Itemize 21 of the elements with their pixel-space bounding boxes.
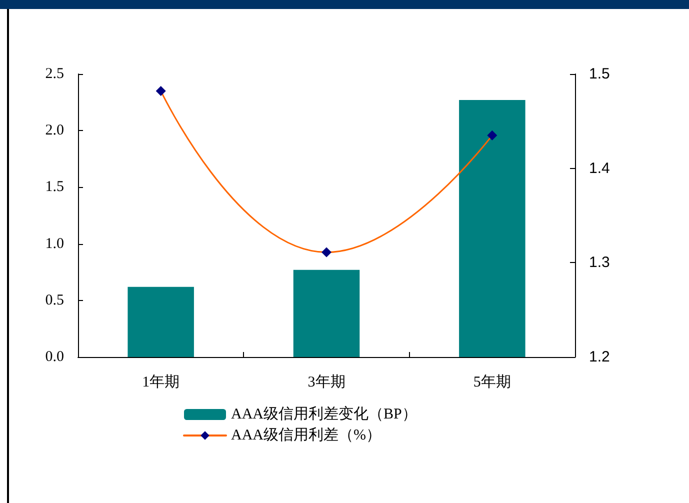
point <box>156 86 166 96</box>
point <box>322 247 332 258</box>
y-tick-label: 2.0 <box>45 122 64 139</box>
y-tick-label: 0.5 <box>45 292 64 308</box>
y2-tick-label: 1.4 <box>589 160 610 177</box>
y2-tick-label: 1.5 <box>589 66 610 82</box>
x-tick-label: 5年期 <box>473 374 511 390</box>
y-tick-label: 1.5 <box>45 179 64 196</box>
y-tick-label: 0.0 <box>45 349 64 365</box>
y2-tick-label: 1.3 <box>589 254 610 272</box>
x-tick-label: 1年期 <box>142 374 180 390</box>
legend-label: AAA级信用利差（%） <box>231 426 381 444</box>
y2-tick-label: 1.2 <box>589 348 610 366</box>
point <box>487 130 498 140</box>
bar <box>459 100 526 357</box>
legend-label: AAA级信用利差变化（BP） <box>231 406 417 422</box>
bar <box>128 286 194 357</box>
bar <box>293 270 360 357</box>
y-tick-label: 2.5 <box>45 66 64 82</box>
y-tick-label: 1.0 <box>45 236 64 252</box>
x-tick-label: 3年期 <box>308 374 346 390</box>
